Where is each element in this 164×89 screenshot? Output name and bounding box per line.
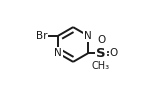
Text: O: O [110,48,118,58]
Text: Br: Br [36,31,47,41]
Text: S: S [96,47,106,60]
Text: N: N [54,48,62,58]
Text: N: N [84,31,92,41]
Text: O: O [97,35,105,45]
Text: CH₃: CH₃ [92,61,110,71]
